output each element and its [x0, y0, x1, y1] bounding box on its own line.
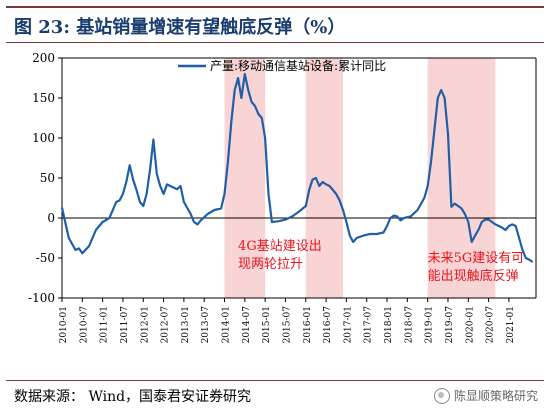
y-tick-label: 0 [47, 211, 55, 225]
y-tick-label: 50 [40, 171, 55, 185]
x-tick-label: 2013-07 [201, 306, 211, 344]
x-tick-label: 2014-01 [222, 306, 232, 343]
x-tick-label: 2020-01 [465, 306, 475, 343]
x-tick-label: 2011-07 [120, 306, 130, 344]
x-tick-label: 2020-07 [486, 306, 496, 344]
y-tick-label: -100 [28, 291, 55, 305]
x-tick-label: 2017-07 [364, 306, 374, 344]
series-line [60, 72, 534, 263]
x-tick-label: 2018-01 [384, 306, 394, 343]
source-note: 数据来源： Wind，国泰君安证券研究 [14, 389, 252, 405]
legend: 产量:移动通信基站设备:累计同比 [178, 59, 386, 73]
chart-title: 图 23: 基站销量增速有望触底反弹（%） [14, 17, 346, 38]
shaded-period [224, 58, 266, 298]
x-tick-label: 2010-01 [59, 306, 69, 343]
chart-area: -100 -50 0 50 100 150 200 2010-01 2010-07 2011-01… [0, 44, 550, 378]
source-bar: 数据来源： Wind，国泰君安证券研究 陈显顺策略研究 [6, 380, 544, 409]
shaded-period [305, 58, 344, 298]
x-tick-label: 2016-07 [323, 306, 333, 344]
title-bar: 图 23: 基站销量增速有望触底反弹（%） [6, 6, 544, 43]
x-tick-label: 2013-01 [181, 306, 191, 343]
x-tick-label: 2015-07 [282, 306, 292, 344]
x-tick-label: 2021-01 [506, 306, 516, 343]
y-tick-label: -50 [36, 251, 55, 265]
x-tick-label: 2017-01 [343, 306, 353, 343]
x-tick-label: 2014-07 [242, 306, 252, 344]
annotation-text: 未来5G建设有可 [428, 251, 525, 266]
watermark: 陈显顺策略研究 [433, 387, 538, 404]
x-tick-label: 2011-01 [100, 306, 110, 343]
x-tick-label: 2015-01 [262, 306, 272, 343]
annotation-text: 4G基站建设出 [238, 239, 322, 254]
x-tick-label: 2010-07 [79, 306, 89, 344]
line-chart: -100 -50 0 50 100 150 200 2010-01 2010-07 2011-01… [28, 51, 537, 344]
legend-label: 产量:移动通信基站设备:累计同比 [210, 59, 386, 73]
y-tick-label: 200 [32, 51, 55, 65]
annotation-text: 现两轮拉升 [238, 257, 303, 272]
wechat-icon [433, 387, 450, 404]
y-tick-label: 100 [32, 131, 55, 145]
watermark-text: 陈显顺策略研究 [453, 389, 538, 403]
x-tick-label: 2018-07 [404, 306, 414, 344]
x-tick-label: 2012-07 [161, 306, 171, 344]
y-tick-label: 150 [32, 91, 55, 105]
annotation-text: 能出现触底反弹 [428, 268, 519, 284]
x-tick-label: 2016-01 [303, 306, 313, 343]
x-tick-label: 2019-07 [445, 306, 455, 344]
x-tick-label: 2019-01 [425, 306, 435, 343]
x-tick-label: 2012-01 [140, 306, 150, 343]
